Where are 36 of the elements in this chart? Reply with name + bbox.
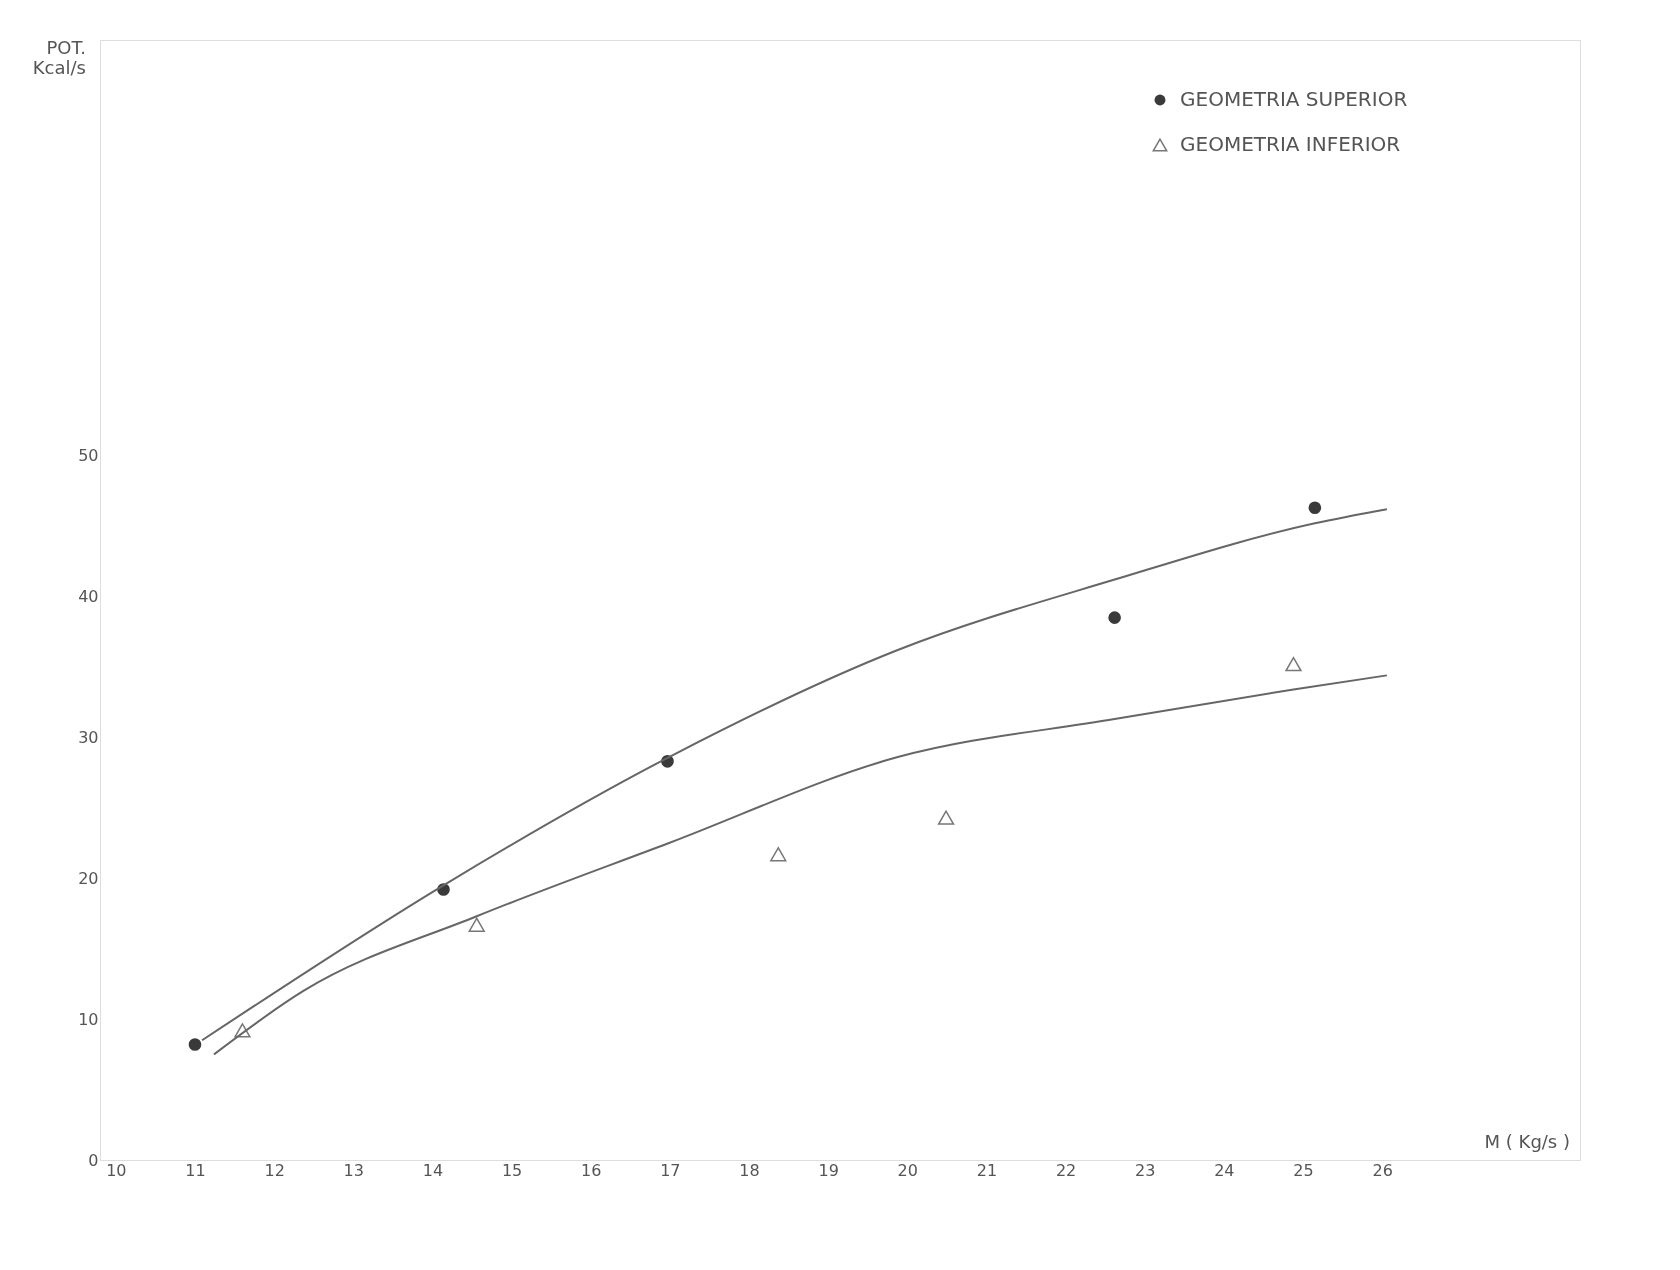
legend-label: GEOMETRIA INFERIOR	[1180, 132, 1401, 156]
point	[188, 1038, 202, 1051]
y-tick-label: 20	[78, 868, 99, 888]
y-tick-label: 10	[78, 1009, 99, 1029]
x-tick-label: 16	[581, 1160, 602, 1180]
x-tick-label: 14	[422, 1160, 444, 1180]
point	[1108, 611, 1121, 624]
x-tick-label: 15	[501, 1160, 523, 1180]
y-axis-title: POT. Kcal/s	[32, 37, 86, 78]
x-tick-label: 26	[1372, 1160, 1393, 1180]
x-tick-label: 19	[818, 1160, 839, 1180]
x-tick-label: 11	[185, 1160, 206, 1180]
x-tick-label: 24	[1214, 1160, 1235, 1180]
x-tick-label: 10	[106, 1160, 127, 1180]
x-tick-label: 12	[264, 1160, 285, 1180]
y-tick-label: 50	[78, 446, 99, 466]
x-tick-label: 21	[976, 1160, 998, 1180]
point	[468, 917, 485, 932]
point	[1308, 501, 1322, 515]
x-tick-label: 25	[1293, 1160, 1314, 1180]
y-tick-label: 30	[78, 727, 99, 747]
point	[1285, 656, 1302, 672]
x-axis-title: M ( Kg/s )	[1484, 1131, 1570, 1152]
legend-label: GEOMETRIA SUPERIOR	[1180, 87, 1408, 111]
x-tick-label: 20	[897, 1160, 918, 1180]
x-tick-label: 23	[1135, 1160, 1156, 1180]
x-tick-label: 22	[1055, 1160, 1077, 1180]
x-tick-label: 13	[343, 1160, 364, 1180]
x-tick-label: 17	[660, 1160, 681, 1180]
line-series	[212, 674, 1388, 1056]
y-tick-label: 0	[88, 1150, 99, 1170]
point	[234, 1023, 251, 1038]
y-tick-label: 40	[78, 586, 99, 606]
point	[770, 847, 787, 862]
x-tick-label: 18	[739, 1160, 760, 1180]
point	[937, 810, 955, 825]
